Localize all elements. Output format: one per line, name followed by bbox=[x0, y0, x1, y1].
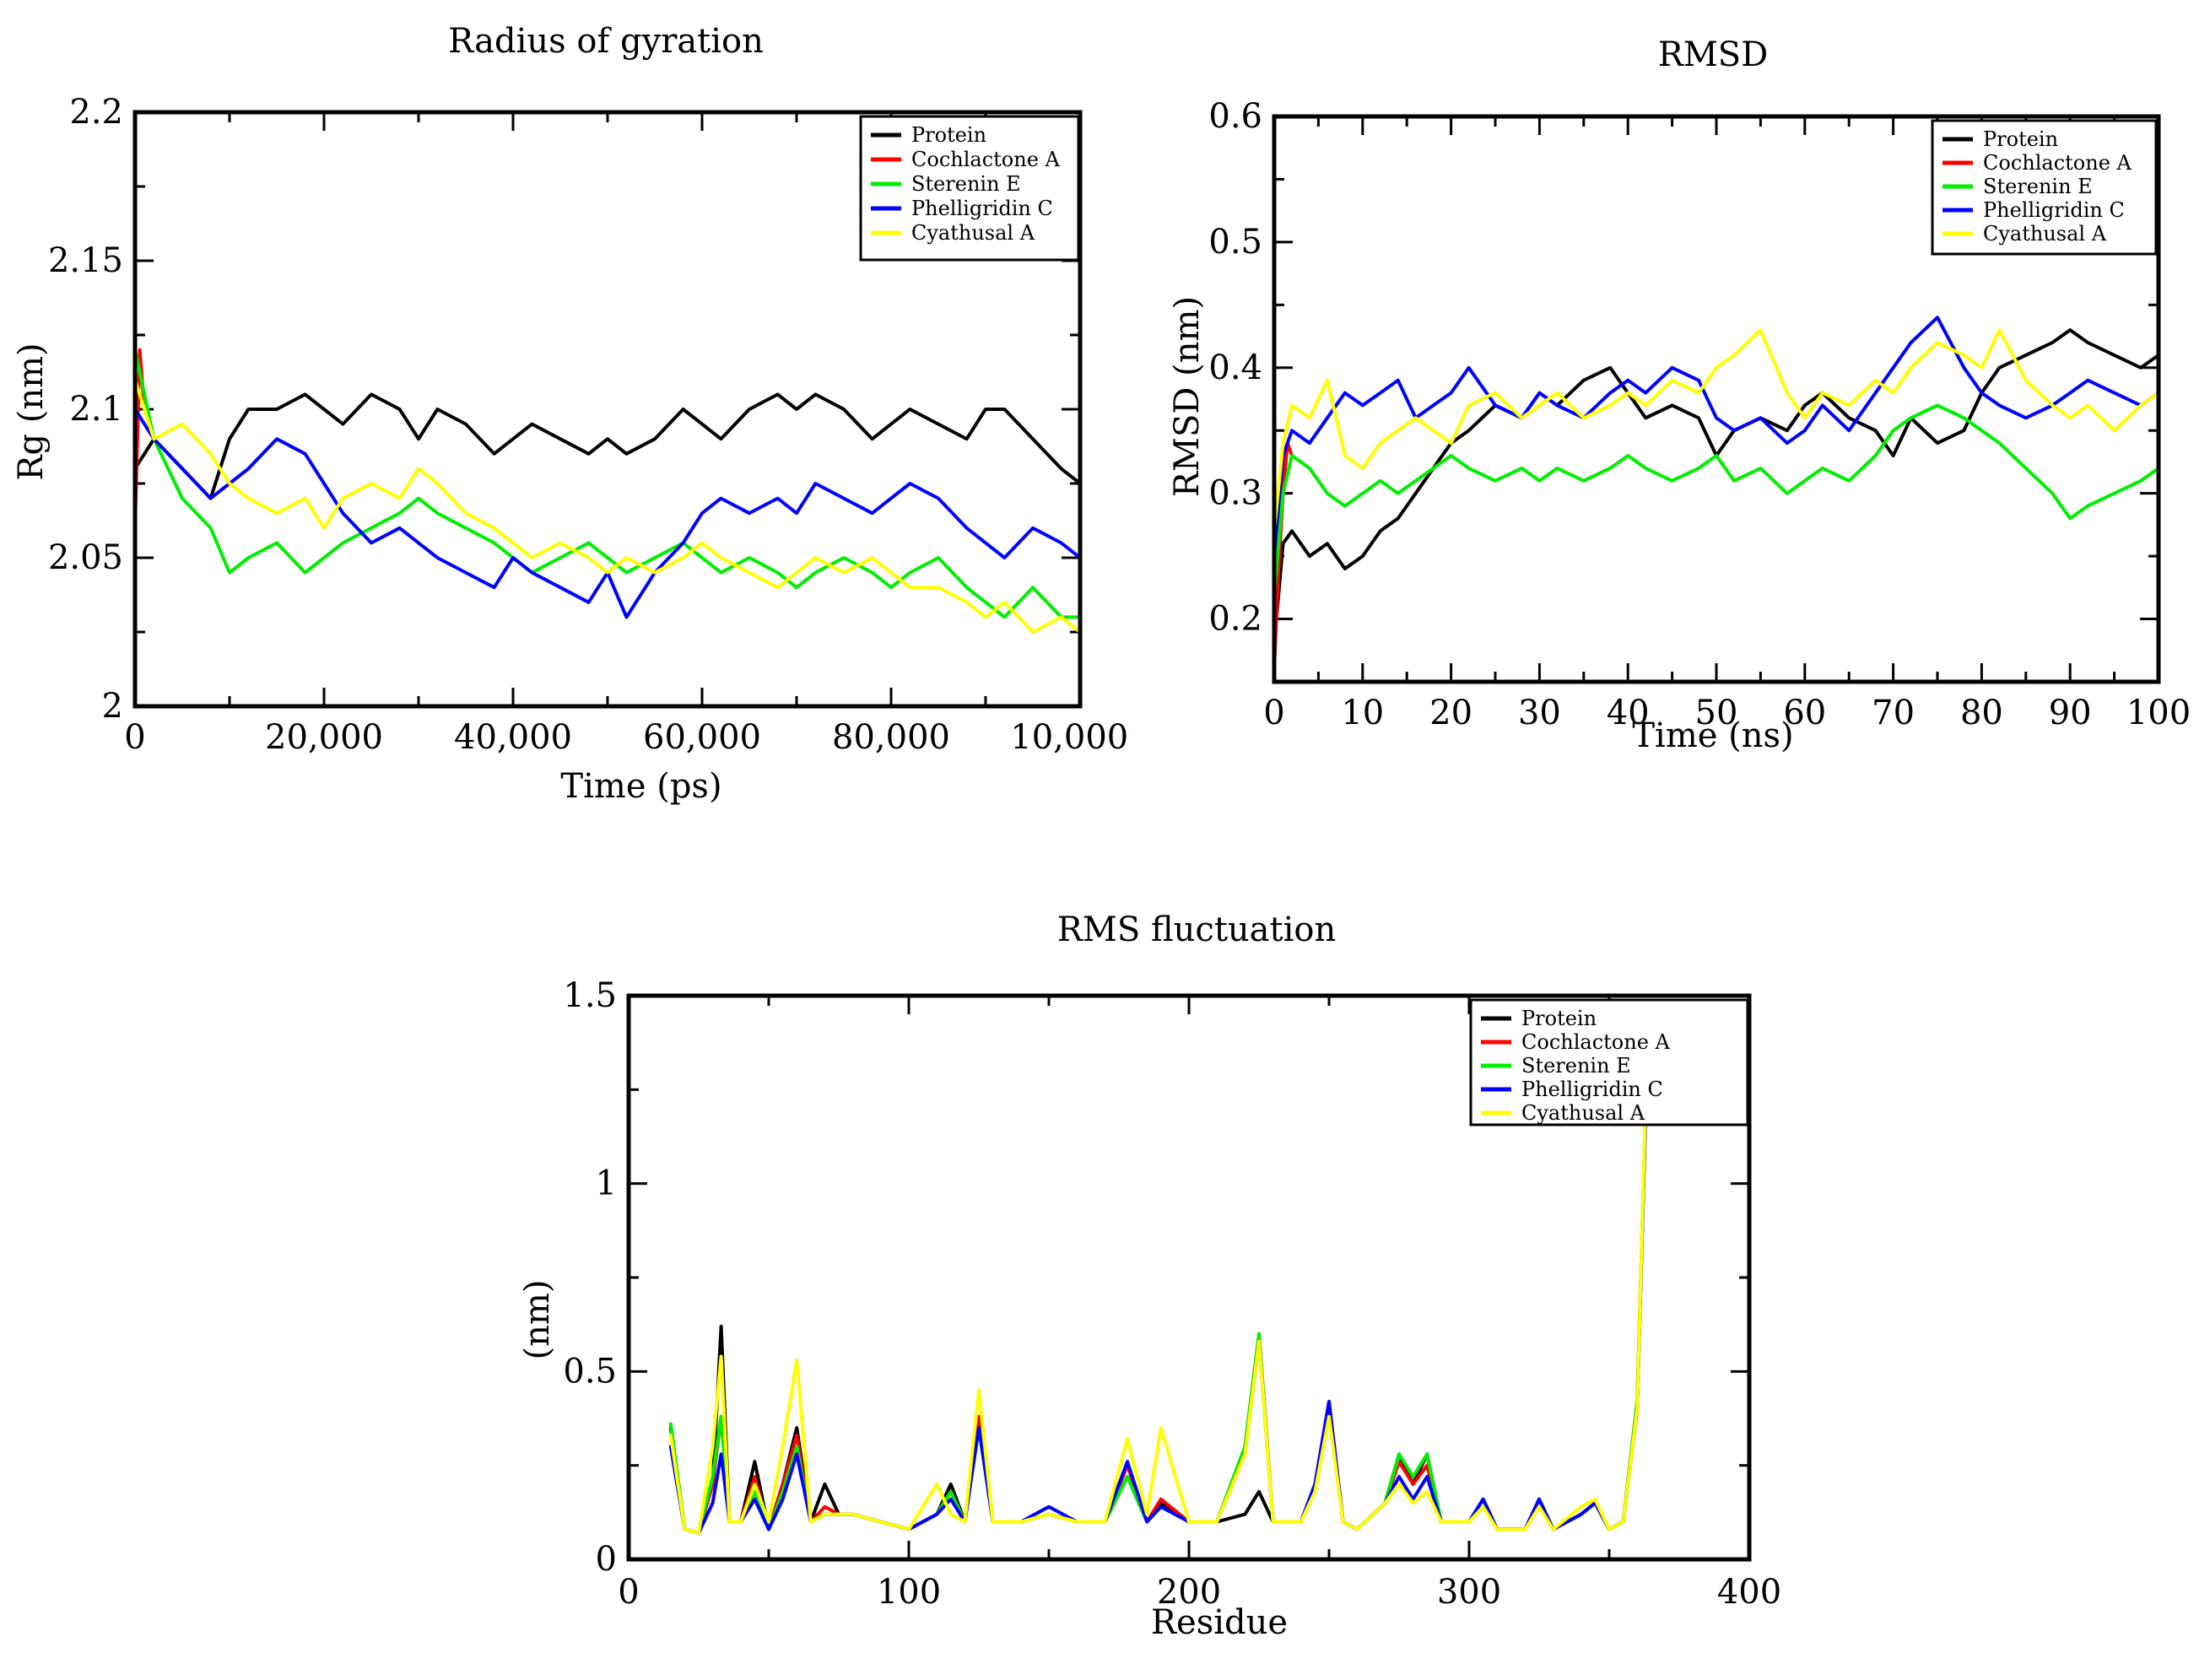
series-line-cyathusal-a bbox=[668, 1099, 1648, 1535]
chart-title: RMS fluctuation bbox=[1057, 910, 1336, 949]
series-line-phelligridin-c bbox=[1273, 316, 2160, 559]
legend-label: Cochlactone A bbox=[1521, 1030, 1671, 1054]
legend-label: Cochlactone A bbox=[1983, 151, 2132, 175]
legend-label: Sterenin E bbox=[911, 172, 1021, 196]
series-line-phelligridin-c bbox=[668, 1114, 1648, 1535]
legend-label: Cyathusal A bbox=[911, 221, 1035, 245]
x-axis-label: Time (ns) bbox=[1632, 716, 1793, 755]
y-tick-label: 1.5 bbox=[563, 976, 617, 1015]
legend-label: Phelligridin C bbox=[911, 197, 1053, 220]
rmsf-chart-panel: RMS fluctuation (nm) Residue 0 100 200 300 4… bbox=[473, 878, 1823, 1676]
legend-label: Protein bbox=[1983, 127, 2058, 151]
x-tick-label: 10 bbox=[1341, 694, 1384, 732]
x-axis-label: Time (ps) bbox=[560, 767, 721, 806]
x-tick-label: 40,000 bbox=[454, 718, 572, 757]
series-line-cyathusal-a bbox=[1273, 328, 2160, 533]
y-axis-label: RMSD (nm) bbox=[1168, 296, 1207, 497]
x-tick-label: 400 bbox=[1717, 1573, 1781, 1612]
x-tick-label: 60 bbox=[1783, 694, 1826, 732]
plot-frame bbox=[626, 993, 1752, 1562]
axis-ticks: 0 10 20 30 40 50 60 70 80 90 100 0.2 0.3 0.4 0.5 0.6 bbox=[1208, 97, 2191, 732]
x-tick-label: 0 bbox=[618, 1573, 639, 1612]
x-tick-label: 80,000 bbox=[832, 718, 950, 757]
x-tick-label: 0 bbox=[124, 718, 145, 757]
x-tick-label: 40 bbox=[1607, 694, 1650, 732]
x-tick-label: 200 bbox=[1157, 1573, 1221, 1612]
y-tick-label: 0.5 bbox=[1208, 223, 1262, 262]
x-tick-label: 30 bbox=[1518, 694, 1561, 732]
y-tick-label: 2.2 bbox=[69, 93, 123, 132]
rmsf-chart: RMS fluctuation (nm) Residue 0 100 200 300 4… bbox=[518, 910, 1781, 1642]
legend-label: Sterenin E bbox=[1521, 1054, 1631, 1078]
x-tick-label: 20,000 bbox=[265, 718, 383, 757]
series-line-cochlactone-a bbox=[668, 1106, 1648, 1535]
x-tick-label: 100 bbox=[877, 1573, 941, 1612]
y-tick-label: 0.2 bbox=[1208, 600, 1262, 639]
legend-label: Protein bbox=[911, 123, 986, 147]
series-line-cyathusal-a bbox=[133, 377, 1082, 634]
y-tick-label: 0.5 bbox=[563, 1352, 617, 1391]
rg-chart: Radius of gyration Rg (nm) Time (ps) 0 20… bbox=[12, 22, 1150, 806]
chart-title: RMSD bbox=[1658, 35, 1769, 74]
plot-frame bbox=[1272, 114, 2161, 684]
rg-chart-panel: Radius of gyration Rg (nm) Time (ps) 0 20… bbox=[0, 0, 1150, 827]
x-tick-label: 70 bbox=[1872, 694, 1915, 732]
legend-label: Cyathusal A bbox=[1521, 1101, 1645, 1125]
y-tick-label: 0 bbox=[596, 1540, 617, 1579]
series-lines bbox=[668, 1099, 1648, 1535]
legend-label: Sterenin E bbox=[1983, 175, 2093, 198]
x-tick-label: 90 bbox=[2049, 694, 2092, 732]
series-line-sterenin-e bbox=[133, 348, 1082, 619]
x-tick-label: 80 bbox=[1960, 694, 2003, 732]
legend-label: Cyathusal A bbox=[1983, 222, 2107, 246]
legend-label: Phelligridin C bbox=[1983, 198, 2125, 222]
series-line-cochlactone-a bbox=[133, 348, 156, 530]
chart-title: Radius of gyration bbox=[448, 22, 764, 61]
x-tick-label: 50 bbox=[1695, 694, 1738, 732]
y-axis-label: (nm) bbox=[518, 1280, 557, 1360]
rmsd-chart: RMSD RMSD (nm) Time (ns) 0 10 20 30 40 50 60 70… bbox=[1168, 35, 2191, 755]
y-tick-label: 2 bbox=[102, 687, 123, 726]
x-tick-label: 0 bbox=[1263, 694, 1284, 732]
x-axis-label: Residue bbox=[1151, 1603, 1288, 1642]
legend-label: Phelligridin C bbox=[1521, 1078, 1663, 1101]
series-line-protein bbox=[1273, 328, 2160, 646]
series-line-sterenin-e bbox=[668, 1106, 1648, 1535]
y-tick-label: 2.05 bbox=[48, 538, 123, 577]
series-line-sterenin-e bbox=[1273, 403, 2160, 596]
y-tick-label: 2.1 bbox=[69, 390, 123, 429]
legend-label: Cochlactone A bbox=[911, 148, 1061, 171]
series-line-protein bbox=[668, 1106, 1648, 1535]
y-tick-label: 2.15 bbox=[48, 241, 123, 280]
rmsd-chart-panel: RMSD RMSD (nm) Time (ns) 0 10 20 30 40 50 60 70… bbox=[1131, 0, 2210, 827]
plot-frame bbox=[132, 110, 1083, 709]
y-tick-label: 0.6 bbox=[1208, 97, 1262, 136]
series-lines bbox=[1273, 316, 2160, 672]
series-line-protein bbox=[133, 392, 1082, 500]
series-lines bbox=[133, 348, 1082, 634]
legend-box bbox=[1469, 998, 1749, 1126]
x-tick-label: 300 bbox=[1437, 1573, 1501, 1612]
legend-label: Protein bbox=[1521, 1007, 1597, 1030]
x-tick-label: 100 bbox=[2126, 694, 2191, 732]
legend-box bbox=[859, 115, 1080, 262]
y-axis-label: Rg (nm) bbox=[12, 343, 51, 480]
x-tick-label: 60,000 bbox=[643, 718, 761, 757]
axis-ticks: 0 100 200 300 400 0 0.5 1 1.5 bbox=[563, 976, 1781, 1612]
y-tick-label: 1 bbox=[596, 1164, 617, 1203]
x-tick-label: 20 bbox=[1429, 694, 1472, 732]
y-tick-label: 0.4 bbox=[1208, 348, 1262, 387]
y-tick-label: 0.3 bbox=[1208, 474, 1262, 513]
